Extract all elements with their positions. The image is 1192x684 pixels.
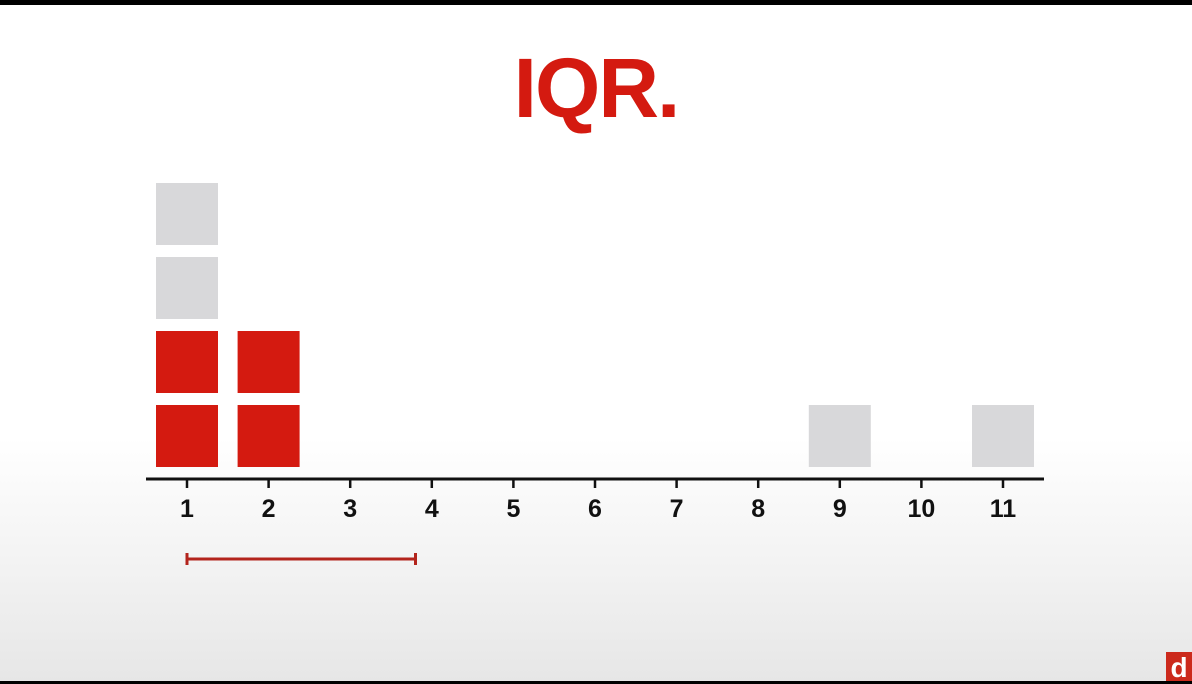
x-tick-label-11: 11 (990, 495, 1017, 523)
data-square-muted-9-1 (809, 405, 871, 467)
x-tick-label-6: 6 (588, 495, 602, 523)
data-square-highlighted-1-2 (156, 331, 218, 393)
brand-logo-letter: d (1170, 652, 1187, 682)
data-square-highlighted-2-1 (238, 405, 300, 467)
x-tick-label-10: 10 (907, 495, 935, 523)
x-tick-label-1: 1 (180, 495, 194, 523)
x-tick-label-8: 8 (751, 495, 765, 523)
x-tick-label-9: 9 (833, 495, 847, 523)
x-tick-label-5: 5 (506, 495, 520, 523)
data-square-muted-1-2 (156, 183, 218, 245)
data-square-highlighted-1-1 (156, 405, 218, 467)
data-square-muted-1-1 (156, 257, 218, 319)
data-square-highlighted-2-2 (238, 331, 300, 393)
x-tick-label-4: 4 (425, 495, 439, 523)
x-tick-label-3: 3 (343, 495, 357, 523)
data-square-muted-11-1 (972, 405, 1034, 467)
x-tick-label-2: 2 (262, 495, 276, 523)
data-squares (156, 183, 1034, 467)
x-tick-label-7: 7 (670, 495, 684, 523)
brand-logo: d (1166, 652, 1192, 682)
x-axis-ticks: 1 2 3 4 5 6 7 8 9 10 11 (180, 479, 1016, 523)
interquartile-range-marker (187, 553, 416, 565)
